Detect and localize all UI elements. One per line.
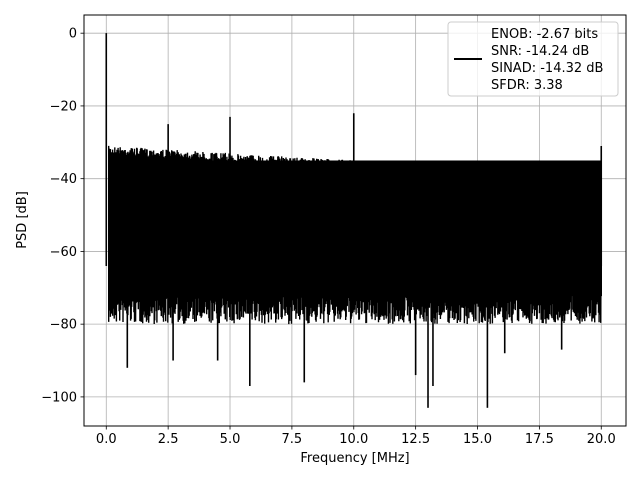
legend-box	[447, 21, 619, 97]
x-tick-label: 2.5	[158, 432, 179, 447]
y-tick-label: −60	[50, 245, 77, 260]
x-tick-label: 20.0	[587, 432, 616, 447]
x-tick-label: 12.5	[401, 432, 430, 447]
x-tick-label: 15.0	[463, 432, 492, 447]
y-axis-ticks: 0 −20 −40 −60 −80 −100	[41, 27, 84, 405]
y-tick-label: −20	[50, 99, 77, 114]
x-tick-label: 0.0	[96, 432, 117, 447]
x-tick-label: 7.5	[282, 432, 303, 447]
x-axis-ticks: 0.0 2.5 5.0 7.5 10.0 12.5 15.0 17.5 20.0	[96, 426, 616, 447]
legend-sfdr: SFDR: 3.38	[491, 78, 563, 93]
y-tick-label: −100	[41, 390, 77, 405]
x-tick-label: 17.5	[525, 432, 554, 447]
psd-trace	[105, 33, 603, 408]
plot-frame	[83, 14, 627, 427]
y-tick-label: 0	[69, 27, 77, 42]
x-tick-label: 10.0	[339, 432, 368, 447]
y-tick-label: −40	[50, 172, 77, 187]
y-axis-label: PSD [dB]	[15, 191, 30, 249]
legend-snr: SNR: -14.24 dB	[491, 44, 589, 59]
x-tick-label: 5.0	[220, 432, 241, 447]
x-axis-label: Frequency [MHz]	[300, 451, 409, 466]
legend-sinad: SINAD: -14.32 dB	[491, 61, 603, 76]
legend-enob: ENOB: -2.67 bits	[491, 27, 598, 42]
y-tick-label: −80	[50, 318, 77, 333]
noise-fill	[108, 160, 602, 281]
legend: ENOB: -2.67 bits SNR: -14.24 dB SINAD: -…	[447, 21, 619, 97]
